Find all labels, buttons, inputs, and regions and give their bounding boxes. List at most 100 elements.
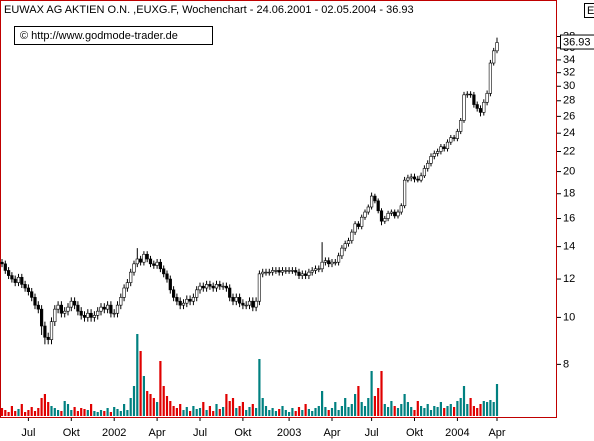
volume-bar	[142, 376, 145, 416]
candle-body	[191, 297, 196, 302]
candle-body	[290, 270, 295, 272]
candle-body	[238, 297, 242, 304]
candle-body	[20, 277, 24, 285]
candle-body	[139, 258, 143, 263]
volume-bar	[182, 410, 185, 416]
candle-body	[13, 278, 17, 283]
candle-body	[310, 270, 314, 273]
candle-body	[485, 93, 489, 103]
candle-body	[366, 206, 370, 213]
volume-bar	[495, 384, 499, 416]
volume-bar	[198, 408, 202, 416]
candle-body	[152, 263, 156, 266]
y-tick-label: 26	[563, 110, 575, 122]
volume-bar	[106, 408, 109, 416]
volume-bar	[311, 411, 314, 416]
y-tick-label: 10	[563, 311, 575, 323]
candle-body	[145, 253, 149, 260]
volume-bar	[47, 402, 50, 416]
volume-bar	[146, 391, 149, 416]
volume-bar	[222, 407, 225, 416]
volume-bar	[40, 398, 43, 416]
candle-body	[353, 223, 357, 233]
volume-bar	[426, 404, 429, 416]
volume-bar	[268, 410, 271, 416]
volume-bar	[24, 412, 27, 416]
candle-body	[264, 271, 268, 274]
candle-body	[92, 315, 96, 318]
candle-body	[162, 268, 166, 275]
candle-body	[356, 223, 361, 227]
volume-bar	[116, 409, 119, 416]
candle-body	[241, 302, 245, 306]
candle-body	[7, 270, 11, 276]
volume-bar	[456, 401, 459, 416]
volume-bar	[195, 409, 198, 416]
candle-body	[205, 284, 209, 289]
candle-body	[195, 289, 199, 298]
candle-body	[442, 146, 446, 149]
candle-body	[244, 304, 248, 307]
volume-bar	[218, 409, 221, 416]
candle-body	[36, 304, 40, 310]
candle-body	[452, 137, 456, 139]
volume-bar	[109, 412, 112, 416]
y-tick-label: 22	[563, 145, 575, 157]
volume-bar	[53, 408, 56, 416]
volume-bar	[258, 359, 261, 416]
x-tick-label: Okt	[406, 427, 423, 439]
candle-body	[122, 287, 126, 298]
candle-body	[181, 302, 186, 306]
volume-bar	[152, 398, 155, 416]
volume-bar	[93, 411, 96, 416]
volume-bar	[453, 407, 456, 416]
volume-bar	[76, 411, 79, 416]
watermark: © http://www.godmode-trader.de	[20, 30, 178, 42]
candle-body	[185, 298, 189, 304]
candle-body	[10, 275, 14, 280]
volume-bar	[472, 406, 475, 416]
y-tick-label: 14	[563, 241, 575, 253]
candle-body	[208, 284, 212, 287]
candle-body	[402, 179, 407, 207]
candle-body	[112, 312, 116, 315]
volume-bar	[126, 410, 129, 416]
volume-bar	[297, 407, 301, 416]
volume-bar	[248, 407, 251, 416]
volume-bar	[367, 398, 370, 416]
volume-bar	[235, 408, 238, 416]
volume-bar	[413, 410, 416, 416]
volume-bar	[136, 334, 139, 416]
volume-bar	[307, 409, 310, 416]
candle-body	[449, 137, 453, 143]
watermark-box	[14, 26, 213, 45]
volume-bar	[212, 411, 215, 416]
x-tick-label: Jul	[21, 427, 35, 439]
volume-bar	[159, 361, 162, 416]
candle-body	[172, 289, 176, 298]
candle-body	[30, 291, 34, 298]
candle-body	[459, 120, 463, 132]
candle-body	[465, 93, 469, 96]
volume-bar	[334, 402, 337, 416]
candle-body	[178, 300, 182, 306]
volume-bar	[60, 411, 63, 416]
candle-body	[234, 297, 238, 302]
candle-body	[297, 271, 301, 276]
candle-body	[43, 325, 47, 338]
candle-body	[129, 271, 133, 283]
candle-body	[214, 284, 219, 289]
volume-bar	[446, 406, 449, 416]
candle-body	[432, 153, 436, 157]
candle-body	[211, 285, 215, 289]
volume-bar	[241, 402, 244, 416]
y-tick-label: 32	[563, 67, 575, 79]
volume-bar	[73, 407, 76, 416]
volume-bar	[304, 404, 307, 416]
volume-bar	[238, 406, 241, 416]
volume-bar	[57, 410, 60, 416]
volume-bar	[281, 406, 284, 416]
volume-bar	[228, 401, 231, 416]
